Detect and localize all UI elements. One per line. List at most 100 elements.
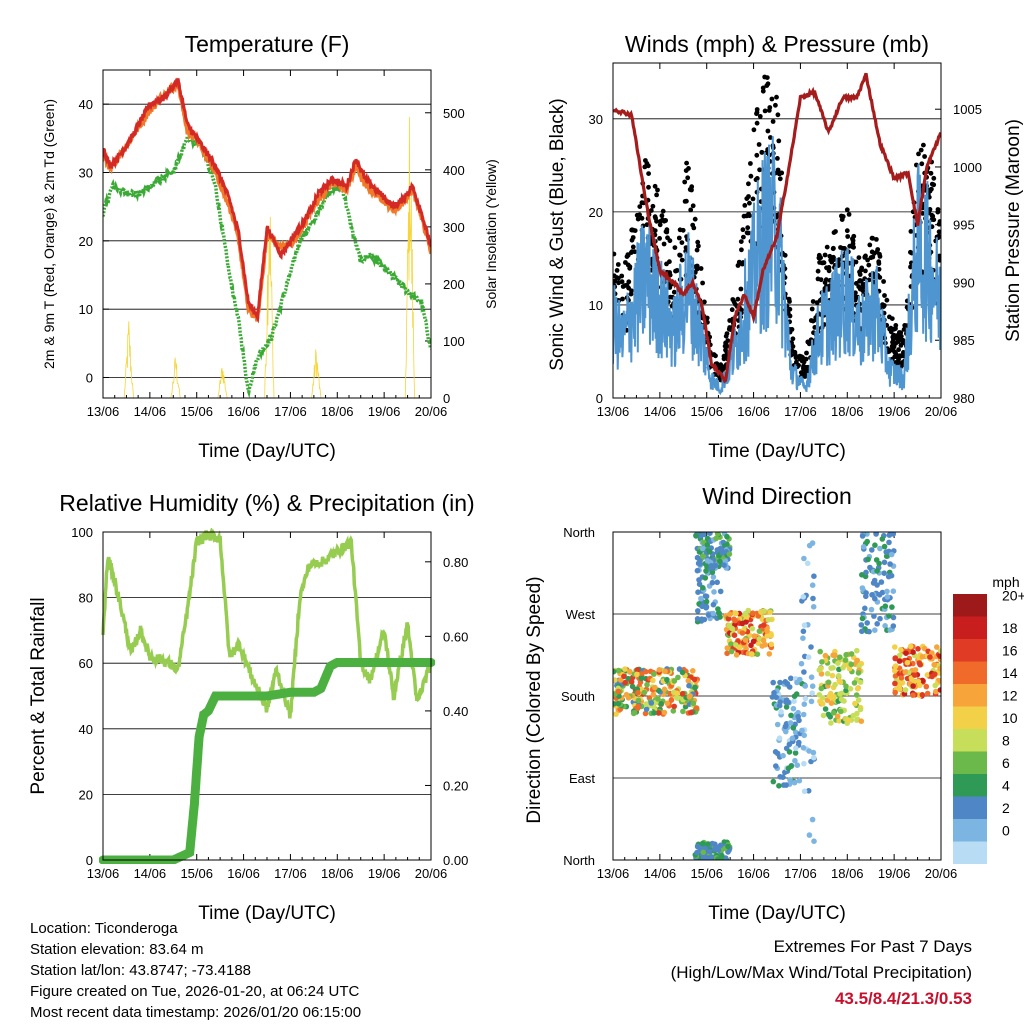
gust-point bbox=[757, 167, 762, 173]
y-tick-label: 30 bbox=[79, 166, 93, 181]
x-tick-label: 13/06 bbox=[87, 866, 120, 881]
gust-point bbox=[866, 262, 872, 268]
direction-point bbox=[792, 729, 799, 736]
gust-point bbox=[637, 212, 642, 218]
direction-point bbox=[808, 698, 815, 705]
x-tick-label: 20/06 bbox=[925, 404, 958, 419]
direction-point bbox=[703, 598, 710, 605]
gust-point bbox=[667, 294, 673, 300]
direction-point bbox=[794, 762, 801, 768]
latlon-text: Station lat/lon: 43.8747; -73.4188 bbox=[30, 962, 252, 979]
direction-point bbox=[686, 682, 692, 689]
direction-point bbox=[690, 700, 697, 707]
direction-point bbox=[771, 690, 777, 696]
direction-point bbox=[874, 621, 880, 627]
direction-point bbox=[661, 686, 668, 693]
direction-point bbox=[709, 569, 716, 576]
direction-xlabel: Time (Day/UTC) bbox=[708, 903, 846, 924]
direction-point bbox=[778, 709, 784, 715]
direction-point bbox=[635, 697, 642, 704]
direction-point bbox=[707, 532, 713, 536]
gust-point bbox=[661, 241, 667, 247]
direction-point bbox=[809, 690, 815, 696]
direction-point bbox=[902, 687, 909, 693]
direction-point bbox=[919, 692, 926, 698]
x-tick-label: 14/06 bbox=[134, 404, 167, 419]
gust-point bbox=[754, 111, 759, 117]
direction-point bbox=[801, 701, 808, 707]
gust-point bbox=[659, 213, 665, 219]
y-tick-label: 20 bbox=[79, 234, 93, 249]
direction-point bbox=[785, 765, 792, 772]
direction-point bbox=[733, 610, 739, 617]
gust-point bbox=[822, 252, 828, 258]
direction-point bbox=[652, 684, 658, 691]
legend-label: 16 bbox=[1002, 643, 1018, 659]
direction-chart: Wind Direction 13/06 14/06 15/06 16/06 17/06 1… bbox=[524, 483, 1024, 924]
direction-point bbox=[664, 700, 671, 707]
direction-point bbox=[806, 832, 813, 838]
direction-point bbox=[700, 849, 707, 856]
direction-point bbox=[769, 694, 776, 700]
direction-point bbox=[628, 679, 635, 685]
gust-point bbox=[916, 151, 921, 157]
direction-point bbox=[622, 666, 628, 672]
direction-point bbox=[931, 661, 937, 668]
direction-point bbox=[783, 782, 789, 788]
direction-point bbox=[792, 750, 799, 756]
gust-point bbox=[682, 179, 688, 185]
direction-point bbox=[696, 581, 703, 587]
direction-point bbox=[791, 693, 798, 699]
winds-title: Winds (mph) & Pressure (mb) bbox=[625, 31, 929, 57]
winds-y2label: Station Pressure (Maroon) bbox=[1003, 119, 1024, 342]
direction-point bbox=[846, 665, 853, 672]
direction-point bbox=[916, 660, 923, 666]
direction-point bbox=[871, 577, 878, 584]
direction-point bbox=[641, 689, 648, 696]
gust-point bbox=[893, 323, 899, 328]
gust-point bbox=[929, 181, 935, 187]
gust-point bbox=[738, 239, 744, 245]
direction-point bbox=[853, 692, 860, 698]
gust-point bbox=[645, 163, 651, 169]
direction-point bbox=[842, 657, 849, 663]
direction-point bbox=[761, 608, 767, 614]
gust-point bbox=[626, 279, 632, 285]
direction-point bbox=[699, 545, 706, 552]
gust-point bbox=[774, 94, 779, 100]
gust-point bbox=[801, 366, 807, 372]
x-tick-label: 19/06 bbox=[368, 866, 401, 881]
direction-point bbox=[873, 557, 880, 563]
gust-point bbox=[931, 175, 937, 181]
gust-point bbox=[694, 263, 700, 269]
direction-point bbox=[742, 637, 749, 643]
direction-point bbox=[710, 610, 716, 617]
direction-point bbox=[694, 616, 701, 622]
direction-point bbox=[851, 680, 858, 686]
direction-point bbox=[719, 550, 726, 556]
direction-point bbox=[822, 652, 829, 659]
direction-point bbox=[805, 788, 812, 794]
direction-point bbox=[888, 572, 895, 579]
direction-point bbox=[811, 573, 817, 579]
gust-point bbox=[919, 161, 925, 167]
direction-point bbox=[626, 668, 633, 675]
y-tick-label: 0 bbox=[596, 391, 603, 406]
direction-point bbox=[816, 667, 823, 673]
direction-point bbox=[754, 651, 761, 657]
x-tick-label: 13/06 bbox=[597, 866, 630, 881]
direction-point bbox=[835, 660, 841, 666]
x-tick-label: 15/06 bbox=[180, 866, 213, 881]
direction-point bbox=[739, 630, 746, 636]
direction-point bbox=[786, 741, 793, 748]
gust-point bbox=[655, 187, 660, 193]
direction-point bbox=[791, 779, 798, 786]
legend-swatch bbox=[953, 594, 987, 617]
temp-9m-line bbox=[103, 77, 431, 322]
direction-point bbox=[749, 610, 756, 616]
direction-point bbox=[700, 585, 706, 591]
gust-point bbox=[673, 268, 679, 274]
direction-point bbox=[871, 613, 877, 619]
direction-point bbox=[726, 611, 733, 618]
direction-point bbox=[797, 676, 803, 683]
